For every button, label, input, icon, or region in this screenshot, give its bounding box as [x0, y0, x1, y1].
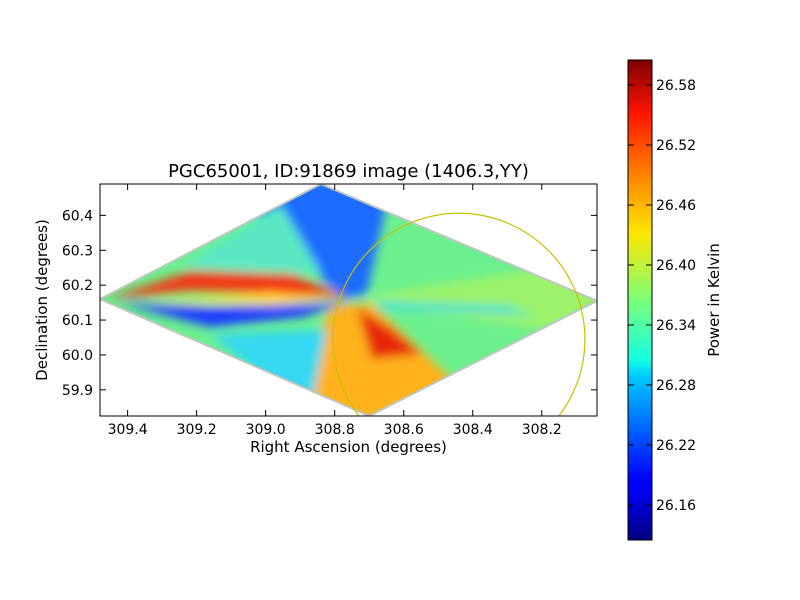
y-tick-label: 60.3: [62, 243, 93, 259]
x-axis-ticks: 309.4 309.2 309.0 308.8 308.6 308.4 308.2: [108, 184, 562, 438]
x-tick-label: 309.4: [108, 422, 148, 438]
region-left-lower-low: [120, 302, 347, 328]
footprint-edge: [100, 184, 597, 416]
colorbar: [627, 59, 653, 541]
y-tick-label: 60.2: [62, 278, 93, 294]
y-tick-label: 60.0: [62, 348, 93, 364]
y-tick-label: 60.4: [62, 208, 93, 224]
region-top-low: [250, 184, 391, 300]
plot-frame: [99, 183, 598, 417]
x-axis-label: Right Ascension (degrees): [250, 438, 447, 456]
x-tick-label: 309.0: [246, 422, 286, 438]
colorbar-label: Power in Kelvin: [705, 243, 723, 357]
colorbar-tick-label: 26.22: [656, 438, 696, 454]
region-center-peak: [356, 307, 422, 360]
x-tick-label: 309.2: [177, 422, 217, 438]
colorbar-tick-label: 26.34: [656, 318, 696, 334]
y-tick-label: 60.1: [62, 313, 93, 329]
heatmap-image: [100, 184, 597, 416]
heatmap-regions: [105, 184, 597, 416]
y-tick-label: 59.9: [62, 383, 93, 399]
region-right-streak: [371, 301, 537, 315]
region-left-mid: [140, 293, 342, 306]
chart-title: PGC65001, ID:91869 image (1406.3,YY): [168, 161, 529, 182]
y-axis-label: Declination (degrees): [33, 219, 51, 381]
region-right: [366, 265, 597, 331]
colorbar-tick-label: 26.28: [656, 378, 696, 394]
x-tick-label: 308.8: [315, 422, 355, 438]
colorbar-tick-label: 26.52: [656, 138, 696, 154]
field-circle: [332, 212, 586, 416]
y-axis-ticks: 59.9 60.0 60.1 60.2 60.3 60.4: [62, 208, 597, 399]
x-tick-label: 308.6: [384, 422, 424, 438]
colorbar-ticks: 26.16 26.22 26.28 26.34 26.40 26.46 26.52 26.58: [628, 78, 696, 514]
heatmap-body: [100, 184, 597, 416]
x-tick-label: 308.2: [522, 422, 562, 438]
heatmap-footprint: [100, 184, 597, 416]
x-tick-label: 308.4: [453, 422, 493, 438]
colorbar-tick-label: 26.40: [656, 258, 696, 274]
colorbar-tick-label: 26.58: [656, 78, 696, 94]
colorbar-tick-label: 26.46: [656, 198, 696, 214]
region-left-top: [180, 204, 322, 275]
region-left-upper-high: [105, 271, 347, 300]
colorbar-tick-label: 26.16: [656, 498, 696, 514]
